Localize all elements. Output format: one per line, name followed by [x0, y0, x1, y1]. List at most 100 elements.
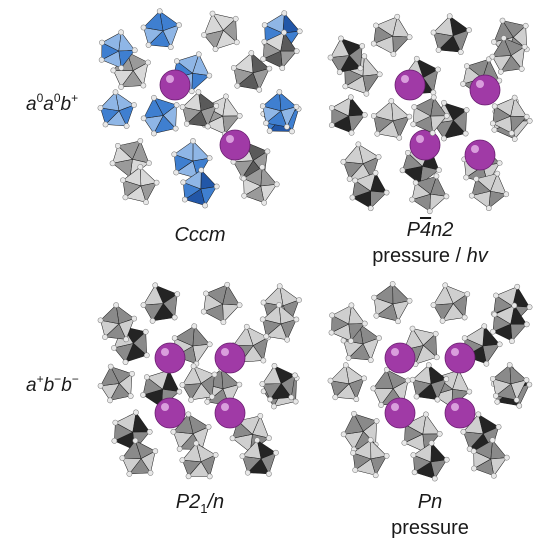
anion-atom — [423, 411, 429, 418]
anion-atom — [244, 469, 251, 476]
octahedron — [370, 13, 413, 58]
anion-atom — [361, 53, 368, 59]
anion-atom — [234, 82, 241, 89]
anion-atom — [328, 329, 335, 336]
cation-highlight — [391, 403, 399, 411]
anion-atom — [143, 352, 150, 359]
anion-atom — [266, 435, 272, 441]
anion-atom — [266, 471, 272, 477]
label-superscript: + — [36, 372, 44, 386]
anion-atom — [223, 93, 229, 100]
anion-atom — [144, 374, 150, 380]
anion-atom — [340, 158, 347, 165]
anion-atom — [147, 470, 154, 476]
anion-atom — [191, 323, 198, 329]
caption-text-part: pressure — [391, 517, 469, 539]
anion-atom — [389, 281, 396, 287]
anion-atom — [260, 357, 267, 364]
octahedron — [489, 362, 530, 403]
anion-atom — [179, 457, 186, 464]
anion-atom — [383, 453, 390, 459]
anion-atom — [212, 46, 219, 52]
anion-atom — [171, 314, 178, 321]
anion-atom — [347, 94, 354, 101]
octahedron-face — [412, 364, 432, 385]
anion-atom — [211, 371, 218, 378]
anion-atom — [109, 160, 116, 167]
octahedron-face — [466, 59, 490, 79]
anion-atom — [509, 338, 515, 344]
anion-atom — [506, 362, 513, 368]
octahedron-face — [117, 140, 141, 160]
anion-atom — [213, 103, 220, 109]
anion-atom — [198, 167, 205, 173]
anion-atom — [413, 393, 420, 400]
anion-atom — [464, 63, 470, 69]
anion-atom — [132, 437, 139, 444]
anion-atom — [328, 105, 335, 111]
anion-atom — [357, 65, 364, 72]
anion-atom — [271, 363, 278, 369]
anion-atom — [446, 13, 453, 19]
anion-atom — [396, 134, 403, 141]
octahedron-face — [143, 10, 164, 32]
cation-sphere — [384, 397, 416, 429]
octahedron-face — [415, 175, 437, 195]
octahedra-framework-p4n2 — [327, 13, 533, 215]
anion-atom — [494, 170, 501, 177]
label-symbol: a — [26, 375, 37, 396]
octahedron — [260, 29, 300, 71]
anion-atom — [203, 290, 209, 297]
anion-atom — [195, 51, 202, 58]
anion-atom — [376, 71, 383, 78]
anion-atom — [140, 24, 147, 31]
octahedron-face — [233, 326, 254, 346]
structure-p4n2 — [327, 13, 533, 215]
octahedron-face — [262, 365, 282, 385]
cation-highlight — [161, 403, 169, 411]
anion-atom — [296, 28, 303, 35]
anion-atom — [112, 89, 119, 96]
anion-atom — [372, 472, 379, 479]
octahedron-face — [122, 440, 142, 459]
anion-atom — [131, 47, 138, 54]
anion-atom — [236, 112, 243, 119]
anion-atom — [204, 398, 211, 405]
octahedron — [239, 437, 279, 477]
anion-atom — [127, 393, 134, 399]
anion-atom — [142, 328, 149, 335]
anion-atom — [523, 321, 530, 328]
anion-atom — [371, 294, 377, 301]
anion-atom — [206, 473, 213, 480]
anion-atom — [122, 194, 129, 201]
anion-atom — [151, 94, 157, 101]
anion-atom — [206, 155, 213, 161]
anion-atom — [460, 81, 466, 87]
anion-atom — [276, 302, 282, 308]
label-superscript: − — [71, 372, 79, 386]
octahedron — [430, 13, 472, 55]
anion-atom — [202, 202, 208, 209]
octahedron-face — [373, 369, 394, 389]
cation-sphere — [394, 69, 426, 101]
octahedron — [97, 89, 137, 129]
cation-sphere — [159, 69, 191, 101]
octahedron — [200, 281, 243, 326]
octahedron-face — [237, 415, 261, 435]
anion-atom — [523, 377, 530, 383]
anion-atom — [410, 121, 417, 128]
octahedron-face — [433, 285, 454, 306]
cation-sphere — [219, 129, 251, 161]
cation-sphere — [384, 342, 416, 374]
anion-atom — [97, 382, 104, 389]
anion-atom — [489, 53, 496, 60]
anion-atom — [350, 450, 356, 456]
octahedron-face — [146, 370, 170, 390]
anion-atom — [118, 29, 124, 36]
anion-atom — [200, 308, 207, 315]
anion-atom — [260, 56, 266, 62]
anion-atom — [181, 196, 188, 203]
anion-atom — [489, 120, 496, 127]
caption-text-part: P2 — [175, 491, 201, 513]
octahedron — [119, 437, 159, 477]
